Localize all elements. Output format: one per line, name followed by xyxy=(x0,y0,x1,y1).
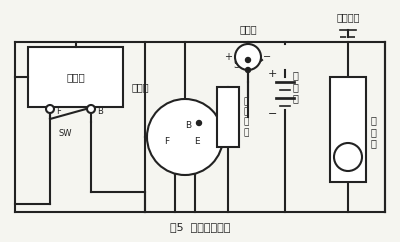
Text: 图5  汽车并联电路: 图5 汽车并联电路 xyxy=(170,222,230,232)
Circle shape xyxy=(235,44,261,70)
Text: SW: SW xyxy=(59,129,72,138)
Text: 用
电
设
备: 用 电 设 备 xyxy=(243,97,248,137)
Circle shape xyxy=(246,68,250,73)
Text: −: − xyxy=(263,52,271,62)
Circle shape xyxy=(196,121,202,126)
Bar xyxy=(217,87,239,147)
Text: B: B xyxy=(185,121,191,129)
Circle shape xyxy=(334,143,362,171)
Text: 发电机: 发电机 xyxy=(131,82,149,92)
Bar xyxy=(28,47,123,107)
Text: 电流表: 电流表 xyxy=(239,24,257,34)
Bar xyxy=(330,77,366,182)
Circle shape xyxy=(246,58,250,62)
Text: A: A xyxy=(244,52,252,62)
Text: S: S xyxy=(234,60,240,70)
Text: 调节器: 调节器 xyxy=(66,72,85,82)
Text: E: E xyxy=(194,137,200,146)
Circle shape xyxy=(46,105,54,113)
Text: +: + xyxy=(268,69,277,79)
Circle shape xyxy=(87,105,95,113)
Text: −: − xyxy=(268,109,277,119)
Text: F: F xyxy=(164,137,170,146)
Text: 起
动
机: 起 动 机 xyxy=(371,115,377,149)
Text: 起动按钮: 起动按钮 xyxy=(336,12,360,22)
Text: F: F xyxy=(56,106,61,115)
Text: M: M xyxy=(343,152,353,162)
Text: 蓄
电
池: 蓄 电 池 xyxy=(293,70,299,104)
Text: B: B xyxy=(97,106,103,115)
Circle shape xyxy=(147,99,223,175)
Text: +: + xyxy=(224,52,232,62)
